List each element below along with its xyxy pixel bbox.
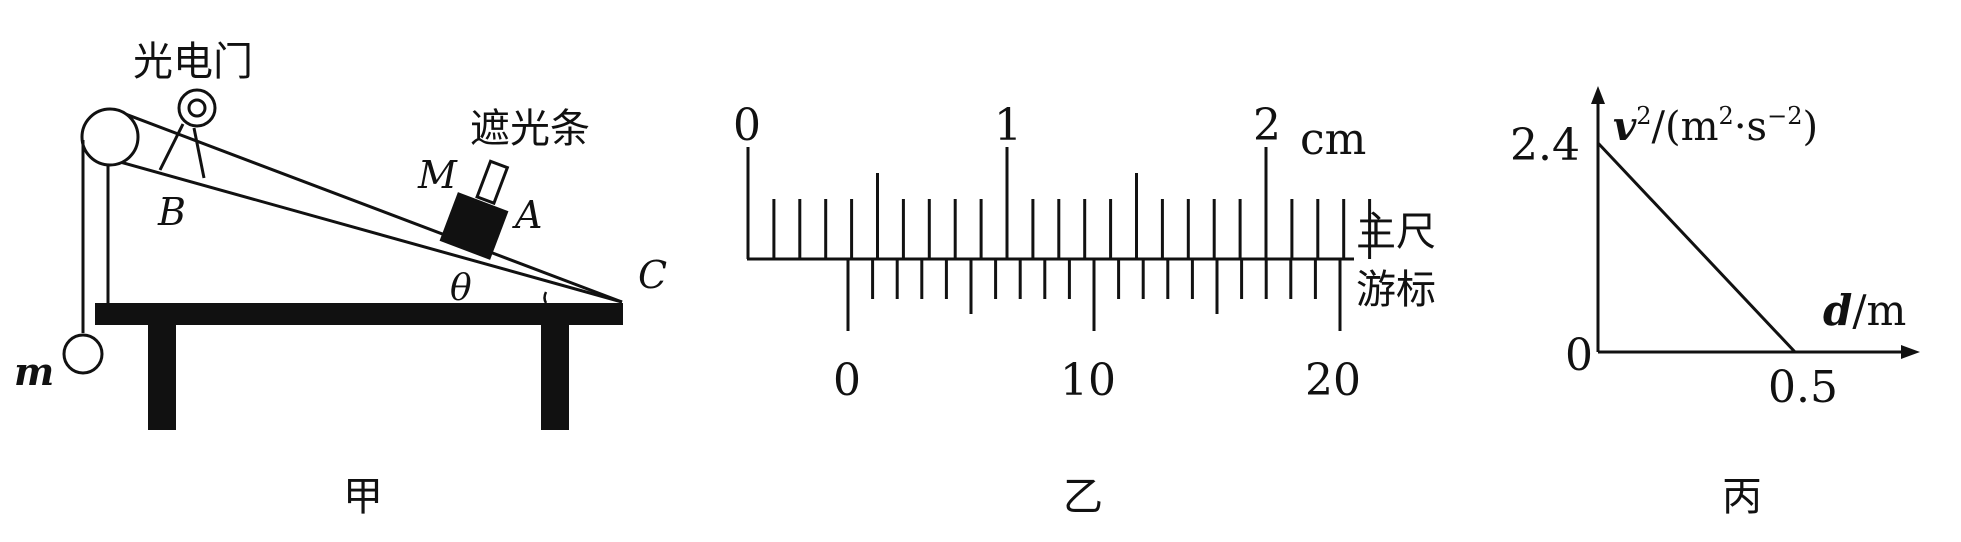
x-axis-label: d/m [1823, 286, 1906, 335]
figure-jia: m 光电门 遮光条 B M A C θ 甲 [14, 39, 667, 520]
y-axis-label: v2/(m2·s−2) [1613, 102, 1818, 150]
main-number-1: 1 [994, 100, 1022, 151]
incline-bottom-edge [119, 160, 623, 304]
origin-label: 0 [1565, 330, 1593, 381]
point-m-upper-label: M [417, 153, 458, 197]
vernier-scale-ticks [846, 259, 1342, 331]
y-axis-arrow-icon [1591, 86, 1605, 104]
table-top [95, 303, 623, 325]
caption-bing: 丙 [1722, 474, 1762, 520]
slider-block [439, 192, 509, 260]
unit-label: cm [1300, 114, 1366, 165]
shutter-label: 遮光条 [470, 106, 590, 152]
angle-theta-label: θ [450, 268, 472, 309]
hanging-mass-icon [62, 333, 104, 375]
main-scale-label: 主尺 [1356, 209, 1436, 255]
table-leg-left [148, 325, 176, 430]
incline-top-edge [119, 110, 623, 304]
point-c-label: C [638, 253, 667, 297]
vernier-number-20: 20 [1305, 355, 1361, 406]
photogate-label: 光电门 [133, 39, 253, 85]
data-line [1596, 141, 1797, 354]
main-number-0: 0 [733, 100, 761, 151]
figure-bing: 2.4 0 0.5 v2/(m2·s−2) d/m 丙 [1510, 86, 1920, 520]
vernier-number-0: 0 [833, 355, 861, 406]
x-intercept-label: 0.5 [1768, 362, 1838, 413]
main-number-2: 2 [1253, 100, 1281, 151]
pulley-icon [80, 107, 140, 167]
point-a-label: A [512, 193, 542, 237]
vernier-number-10: 10 [1060, 355, 1116, 406]
figure-yi: 0 1 2 cm 主尺 游标 0 10 20 乙 [733, 100, 1436, 520]
x-axis-arrow-icon [1901, 345, 1920, 359]
table-leg-right [541, 325, 569, 430]
y-intercept-label: 2.4 [1510, 120, 1580, 171]
caption-yi: 乙 [1063, 474, 1103, 520]
vernier-label: 游标 [1356, 267, 1436, 313]
angle-arc [543, 291, 548, 304]
photogate-icon [158, 88, 217, 179]
hanging-mass-label: m [14, 349, 54, 394]
main-scale-ticks [746, 147, 1372, 259]
caption-jia: 甲 [343, 474, 383, 520]
point-b-label: B [157, 190, 186, 234]
shutter-strip-icon [475, 159, 510, 206]
